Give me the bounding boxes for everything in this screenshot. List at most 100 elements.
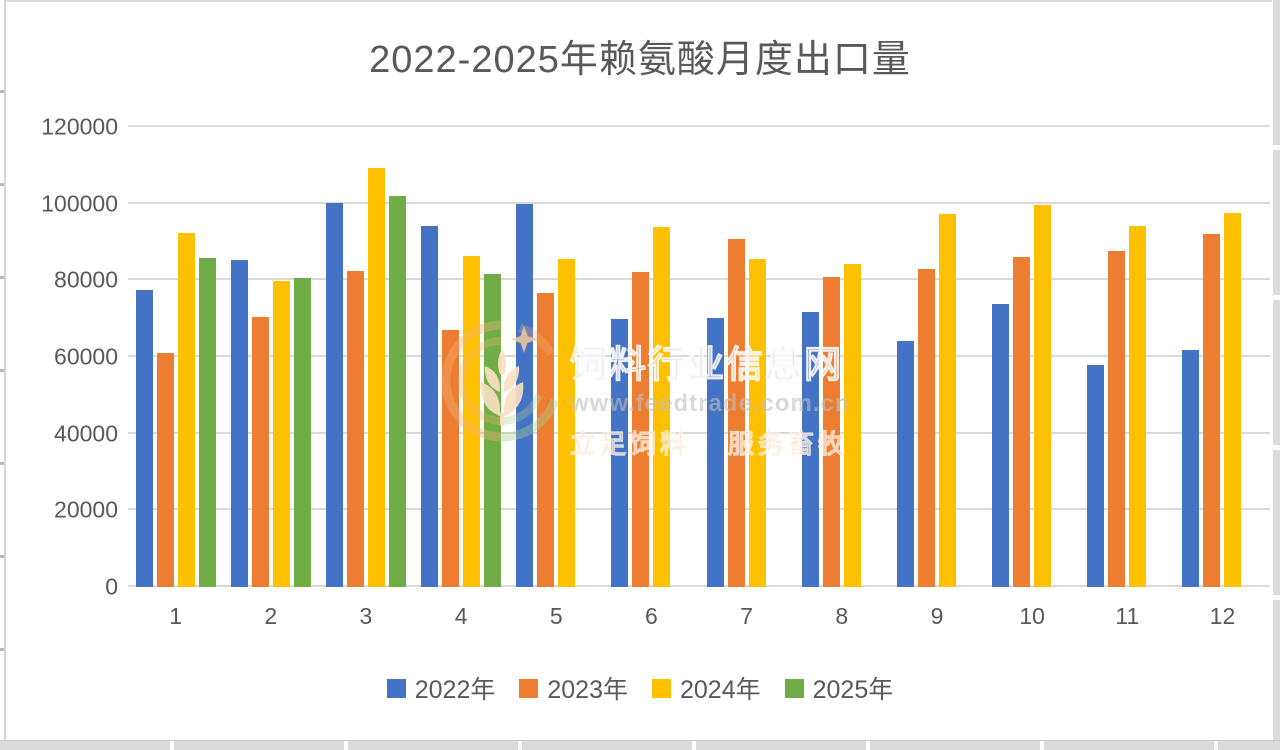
bar-slot	[992, 127, 1010, 587]
sheet-bottom-edge	[0, 740, 1280, 750]
bar-2023年-month-7	[727, 238, 745, 587]
bar-slot	[1055, 127, 1072, 587]
y-axis-tick-label: 100000	[41, 190, 118, 217]
bar-2022年-month-12	[1182, 349, 1200, 587]
bar-group-month-11	[1080, 127, 1175, 587]
bar-slot	[579, 127, 596, 587]
legend: 2022年 2023年 2024年 2025年	[0, 670, 1280, 706]
bar-slot	[960, 127, 977, 587]
bar-2022年-month-4	[421, 225, 439, 587]
bar-2023年-month-3	[346, 271, 364, 587]
x-axis-label-3: 3	[359, 603, 373, 629]
x-axis-label-12: 12	[1209, 603, 1236, 629]
sheet-top-edge	[6, 0, 1272, 2]
bar-2022年-month-1	[135, 289, 153, 587]
bar-slot	[653, 127, 671, 587]
bar-slot	[843, 127, 861, 587]
bar-2025年-month-1	[198, 257, 216, 587]
bar-slot	[135, 127, 153, 587]
y-axis-tick-label: 20000	[54, 496, 118, 523]
legend-swatch-icon	[519, 678, 539, 698]
bar-2023年-month-1	[156, 352, 174, 587]
bar-2023年-month-6	[632, 271, 650, 587]
bar-slot	[1182, 127, 1200, 587]
bar-2022年-month-8	[801, 311, 819, 587]
bar-slot	[442, 127, 460, 587]
chart-title: 2022-2025年赖氨酸月度出口量	[369, 39, 911, 81]
bar-2023年-month-5	[537, 292, 555, 587]
bar-slot	[674, 127, 691, 587]
legend-label: 2022年	[414, 676, 496, 704]
gridline-80000	[128, 278, 1270, 281]
bar-2024年-month-9	[938, 214, 956, 587]
bar-slot	[632, 127, 650, 587]
legend-swatch-icon	[784, 678, 804, 698]
x-axis-label-11: 11	[1115, 603, 1140, 629]
bar-slot	[484, 127, 502, 587]
bar-slot	[917, 127, 935, 587]
bar-2022年-month-5	[516, 204, 534, 587]
bar-slot	[1150, 127, 1167, 587]
bar-2025年-month-3	[388, 195, 406, 587]
bar-2023年-month-12	[1203, 233, 1221, 587]
bar-slot	[1224, 127, 1242, 587]
bar-2023年-month-4	[442, 330, 460, 587]
bar-slot	[272, 127, 290, 587]
sheet-left-edge	[0, 0, 6, 750]
bar-slot	[463, 127, 481, 587]
bar-2023年-month-8	[822, 276, 840, 587]
bar-slot	[1013, 127, 1031, 587]
legend-item-2022年: 2022年	[386, 670, 496, 706]
legend-item-2023年: 2023年	[519, 670, 628, 706]
bar-slot	[938, 127, 956, 587]
x-axis-label-1: 1	[169, 603, 182, 629]
bar-slot	[388, 127, 406, 587]
x-axis-label-4: 4	[454, 603, 468, 629]
bar-slot	[611, 127, 629, 587]
bar-2022年-month-10	[992, 304, 1010, 587]
bar-slot	[537, 127, 555, 587]
bar-slot	[156, 127, 174, 587]
x-axis-label-8: 8	[835, 603, 849, 629]
bar-slot	[1203, 127, 1221, 587]
bar-groups	[128, 127, 1270, 587]
bar-2023年-month-10	[1013, 256, 1031, 587]
bar-2024年-month-1	[177, 233, 195, 587]
bar-2024年-month-3	[367, 168, 385, 587]
y-axis-tick-label: 0	[105, 573, 118, 600]
bar-2023年-month-9	[917, 269, 935, 587]
bar-slot	[770, 127, 787, 587]
bar-2024年-month-4	[463, 256, 481, 587]
legend-swatch-icon	[386, 678, 406, 698]
gridline-60000	[128, 355, 1270, 357]
bar-group-month-9	[889, 127, 984, 587]
legend-label: 2023年	[547, 676, 628, 704]
legend-item-2024年: 2024年	[652, 670, 761, 706]
bar-slot	[706, 127, 724, 587]
y-axis-tick-label: 60000	[54, 343, 118, 370]
bar-2022年-month-6	[611, 319, 629, 587]
gridline-0	[128, 585, 1270, 587]
bar-slot	[1108, 127, 1126, 587]
bar-2022年-month-11	[1087, 365, 1105, 587]
bar-slot	[1129, 127, 1147, 587]
legend-item-2025年: 2025年	[784, 670, 893, 706]
bar-slot	[293, 127, 311, 587]
bar-group-month-2	[223, 127, 318, 587]
x-axis: 1 2 3 4 5 6 7 8 9 10 11 12	[128, 603, 1270, 630]
bar-2022年-month-9	[896, 340, 914, 587]
y-axis: 0 20000 40000 60000 80000 100000 120000	[0, 114, 118, 600]
y-axis-tick-label: 40000	[54, 420, 118, 447]
bar-2024年-month-7	[748, 259, 766, 587]
bar-group-month-5	[509, 127, 604, 587]
bar-group-month-8	[794, 127, 889, 587]
gridline-40000	[128, 431, 1270, 434]
bar-2025年-month-4	[484, 274, 502, 587]
bar-slot	[421, 127, 439, 587]
bar-slot	[230, 127, 248, 587]
bar-2022年-month-3	[325, 202, 343, 587]
bar-group-month-3	[318, 127, 413, 587]
x-axis-label-10: 10	[1019, 603, 1045, 629]
x-axis-label-6: 6	[645, 603, 658, 629]
